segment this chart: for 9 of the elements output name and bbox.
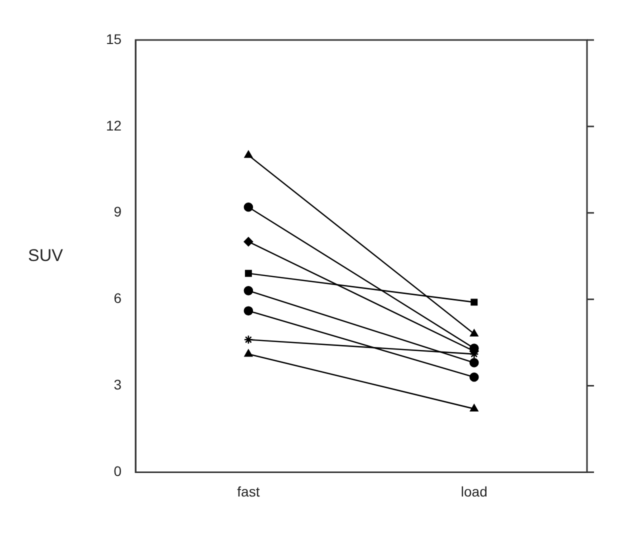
y-tick-label: 0 xyxy=(114,463,122,480)
y-axis-title: SUV xyxy=(28,246,64,265)
x-tick-label: fast xyxy=(237,483,260,500)
y-tick-label: 15 xyxy=(106,30,122,47)
y-tick-label: 3 xyxy=(114,376,122,393)
y-tick-label: 6 xyxy=(114,290,122,306)
x-tick-label: load xyxy=(460,483,488,500)
y-tick-label: 9 xyxy=(114,204,122,220)
y-tick-label: 12 xyxy=(106,117,122,134)
